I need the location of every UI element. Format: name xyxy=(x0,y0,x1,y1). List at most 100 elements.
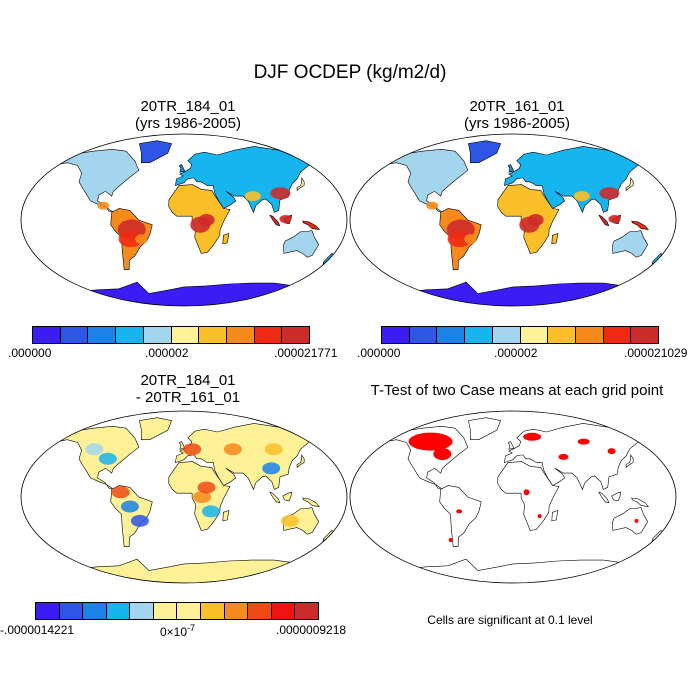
colorbar-swatch xyxy=(271,603,296,619)
significant-cell xyxy=(607,448,616,455)
continent-northAmerica xyxy=(56,425,140,490)
colorbar-3-min-label: -.0000014221 xyxy=(0,623,75,637)
continent-greenland xyxy=(139,140,173,163)
continent-sumatra xyxy=(598,491,610,504)
colorbar-swatch xyxy=(88,327,117,343)
field-cell xyxy=(244,191,261,202)
colorbar-3 xyxy=(35,602,319,620)
field-cell xyxy=(197,481,216,494)
panel-3-line1: 20TR_184_01 xyxy=(140,372,236,389)
continent-sumatra xyxy=(269,214,281,227)
colorbar-1-max-label: .000021771 xyxy=(274,346,338,360)
colorbar-swatch xyxy=(282,327,310,343)
continent-greenland xyxy=(468,417,502,440)
field-cell xyxy=(270,187,291,200)
field-cell xyxy=(193,491,212,503)
colorbar-3-mid-exponent: -7 xyxy=(187,623,196,633)
field-cell xyxy=(426,201,439,210)
field-cell xyxy=(130,514,149,527)
map-panel-2 xyxy=(349,133,677,307)
map-panel-4 xyxy=(349,410,677,584)
significant-cell xyxy=(408,432,453,451)
continent-uk xyxy=(507,441,515,450)
continent-africa xyxy=(497,461,560,531)
field-cell xyxy=(264,443,283,456)
panel-title-2: 20TR_161_01 (yrs 1986-2005) xyxy=(357,98,677,132)
continent-sumatra xyxy=(269,491,281,504)
colorbar-3-mid-mantissa: 0×10 xyxy=(160,625,188,639)
panel-2-line1: 20TR_161_01 xyxy=(469,98,565,115)
panel-1-line1: 20TR_184_01 xyxy=(140,98,236,115)
continent-japan xyxy=(625,453,634,469)
map-border xyxy=(20,410,348,584)
colorbar-swatch xyxy=(465,327,493,343)
continent-madagascar xyxy=(222,509,230,522)
significant-cell xyxy=(558,453,569,460)
colorbar-swatch xyxy=(130,603,154,619)
colorbar-swatch xyxy=(153,603,178,619)
continent-madagascar xyxy=(551,232,559,245)
significant-cell xyxy=(634,518,639,523)
colorbar-swatch xyxy=(59,603,84,619)
colorbar-1-mid-label: .000002 xyxy=(145,346,189,360)
colorbar-3-max-label: .0000009218 xyxy=(276,623,347,637)
colorbar-swatch xyxy=(409,327,438,343)
colorbar-swatch xyxy=(631,327,659,343)
panel-1-line2: (yrs 1986-2005) xyxy=(135,115,241,132)
colorbar-3-mid-label: 0×10-7 xyxy=(160,623,195,639)
colorbar-swatch xyxy=(437,327,466,343)
colorbar-swatch xyxy=(177,603,202,619)
continent-japan xyxy=(625,176,634,192)
field-cell xyxy=(599,187,620,200)
field-cell xyxy=(135,234,148,245)
colorbar-swatch xyxy=(106,603,131,619)
field-cell xyxy=(98,452,117,465)
colorbar-2-min-label: .000000 xyxy=(357,346,401,360)
colorbar-1-min-label: .000000 xyxy=(8,346,52,360)
continent-eurasia xyxy=(504,423,651,491)
continent-sumatra xyxy=(598,214,610,227)
colorbar-1 xyxy=(32,326,310,344)
colorbar-swatch xyxy=(295,603,318,619)
colorbar-swatch xyxy=(520,327,549,343)
colorbar-swatch xyxy=(254,327,283,343)
map-border xyxy=(349,410,677,584)
continent-northAmerica xyxy=(385,148,469,213)
continent-australia xyxy=(283,507,320,535)
map-border xyxy=(349,133,677,307)
field-cell xyxy=(447,231,472,248)
colorbar-2-mid-label: .000002 xyxy=(494,346,538,360)
panel-title-3: 20TR_184_01 - 20TR_161_01 xyxy=(28,372,348,406)
field-cell xyxy=(223,443,242,456)
colorbar-swatch xyxy=(116,327,144,343)
colorbar-2 xyxy=(381,326,659,344)
field-cell xyxy=(97,201,110,210)
continent-japan xyxy=(296,176,305,192)
field-cell xyxy=(527,214,544,226)
colorbar-swatch xyxy=(226,327,255,343)
colorbar-swatch xyxy=(171,327,200,343)
colorbar-swatch xyxy=(199,327,227,343)
colorbar-swatch xyxy=(201,603,225,619)
continent-borneo xyxy=(611,491,621,502)
field-cell xyxy=(183,443,202,456)
field-cell xyxy=(279,215,292,224)
colorbar-swatch xyxy=(60,327,89,343)
continent-australia xyxy=(283,230,320,258)
panel-2-line2: (yrs 1986-2005) xyxy=(464,115,570,132)
field-cell xyxy=(198,214,215,226)
colorbar-swatch xyxy=(224,603,249,619)
map-border xyxy=(20,133,348,307)
continent-greenland xyxy=(139,417,173,440)
colorbar-swatch xyxy=(143,327,172,343)
colorbar-swatch xyxy=(575,327,604,343)
continent-madagascar xyxy=(551,509,559,522)
colorbar-swatch xyxy=(492,327,521,343)
map-panel-3 xyxy=(20,410,348,584)
continent-uk xyxy=(507,164,515,173)
significant-cell xyxy=(523,432,542,441)
field-cell xyxy=(118,231,143,248)
continent-newGuinea xyxy=(631,220,650,231)
significance-note: Cells are significant at 0.1 level xyxy=(427,613,593,627)
continent-greenland xyxy=(468,140,502,163)
